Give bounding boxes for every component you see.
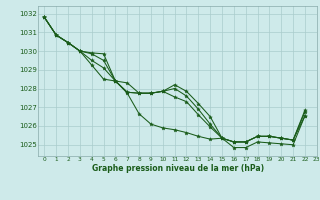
X-axis label: Graphe pression niveau de la mer (hPa): Graphe pression niveau de la mer (hPa): [92, 164, 264, 173]
